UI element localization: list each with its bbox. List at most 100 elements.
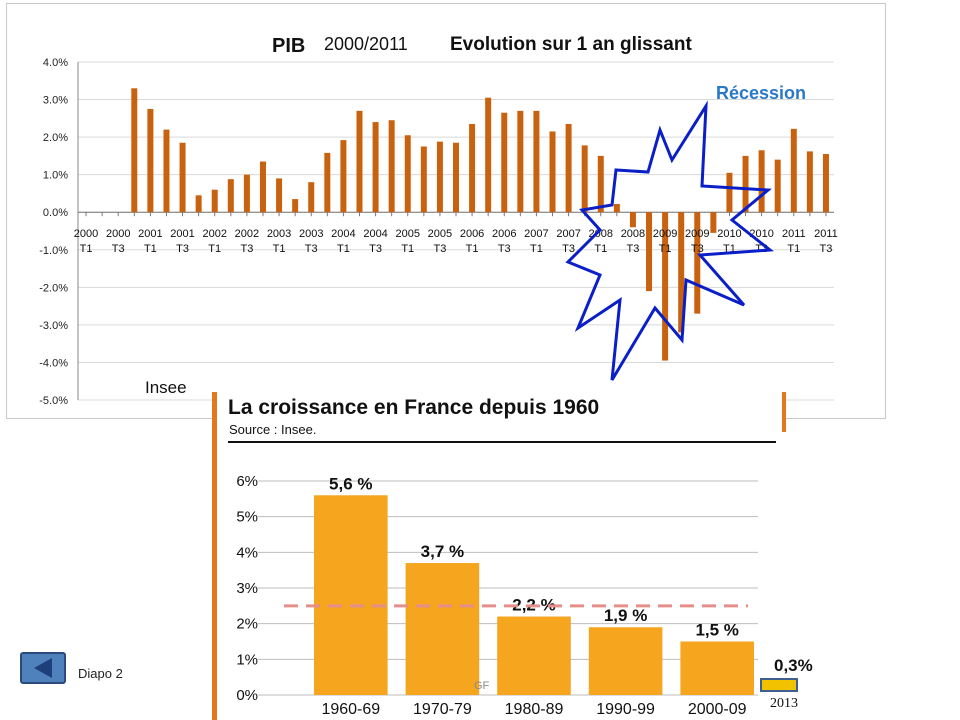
bottom-title: La croissance en France depuis 1960 [228,396,599,419]
watermark: GF [474,680,490,692]
bottom-y-tick: 3% [236,580,258,597]
top-tick-year: 2004 [363,228,387,240]
top-bar [678,212,685,333]
top-tick-quarter: T1 [144,243,157,255]
top-tick-quarter: T3 [305,243,318,255]
top-bar [243,174,250,213]
top-bar [469,123,476,213]
top-tick-quarter: T3 [433,243,446,255]
top-y-tick: 0.0% [43,207,68,219]
right-edge-bar [782,392,786,432]
top-bar [308,182,315,213]
top-tick-year: 2011 [782,228,806,240]
top-tick-year: 2007 [556,228,580,240]
gdp-quarterly-chart: 2000 T1 2000 T3 2001 T1 2001 T3 2002 T1 2002 T3 2003… [39,30,838,407]
bottom-bar [680,641,754,695]
title-period-box [318,30,432,56]
recession-star-icon [565,100,774,381]
top-tick-year: 2006 [460,228,484,240]
top-y-tick: -5.0% [39,395,68,407]
left-edge-bar [212,392,217,720]
top-y-tick: 1.0% [43,170,68,182]
top-bar [276,178,283,213]
top-tick-quarter: T1 [659,243,672,255]
top-tick-quarter: T1 [80,243,93,255]
top-bar [147,108,154,213]
bottom-category-label: 1980-89 [505,701,564,718]
top-bar [179,142,186,213]
top-tick-year: 2003 [267,228,291,240]
bottom-category-label: 1960-69 [321,701,380,718]
top-tick-quarter: T3 [562,243,575,255]
top-bar [420,146,427,213]
top-tick-year: 2000 [106,228,130,240]
bottom-data-label: 1,9 % [604,606,647,625]
top-tick-quarter: T1 [466,243,479,255]
top-y-tick: 4.0% [43,57,68,69]
bottom-y-tick: 6% [236,473,258,490]
top-tick-year: 2002 [202,228,226,240]
top-tick-quarter: T1 [401,243,414,255]
top-bar [533,110,540,213]
final-value: 0,3% [774,656,813,675]
top-bar [211,189,218,213]
bottom-y-tick: 4% [236,544,258,561]
top-bar [259,161,266,213]
top-y-tick: 2.0% [43,132,68,144]
top-bar [549,131,556,213]
top-bar [131,88,138,213]
back-arrow-button[interactable] [20,652,66,684]
top-tick-year: 2007 [524,228,548,240]
top-tick-year: 2005 [396,228,420,240]
final-year: 2013 [770,696,798,711]
top-tick-quarter: T1 [530,243,543,255]
top-tick-year: 2001 [138,228,162,240]
top-y-tick: -1.0% [39,245,68,257]
top-bar [404,135,411,213]
top-tick-year: 2011 [814,228,838,240]
bottom-data-label: 1,5 % [695,621,738,640]
top-bar [726,172,733,213]
top-tick-year: 2004 [331,228,355,240]
top-bar [646,212,653,292]
top-tick-quarter: T3 [498,243,511,255]
top-y-tick-labels: 4.0% 3.0% 2.0% 1.0% 0.0% -1.0% -2.0% -3.0% -4.0%… [39,57,68,407]
top-bar [565,123,572,213]
top-tick-quarter: T1 [273,243,286,255]
top-bar [227,179,234,213]
bottom-bar [588,627,663,695]
bottom-category-label: 1970-79 [413,701,472,718]
top-tick-year: 2000 [74,228,98,240]
top-bars [131,88,829,361]
top-tick-year: 2001 [170,228,194,240]
top-tick-year: 2005 [428,228,452,240]
top-tick-quarter: T1 [787,243,800,255]
top-tick-quarter: T1 [337,243,350,255]
top-tick-year: 2003 [299,228,323,240]
top-tick-quarter: T1 [594,243,607,255]
top-tick-year: 2002 [235,228,259,240]
bottom-y-tick: 5% [236,509,258,526]
bottom-data-label: 5,6 % [329,474,372,493]
top-bar [453,142,459,213]
top-bar [790,128,797,213]
top-bar [324,152,331,213]
top-bar [485,97,492,213]
top-bar [388,120,395,213]
top-tick-quarter: T3 [176,243,189,255]
top-bar [613,203,620,213]
top-tick-quarter: T3 [627,243,640,255]
bottom-bar [497,616,571,695]
top-tick-quarter: T3 [112,243,125,255]
bottom-y-tick: 2% [236,616,258,633]
bottom-category-label: 2000-09 [688,701,747,718]
top-bar [517,110,524,213]
top-bar [501,112,508,213]
recession-annotation: Récession [716,83,806,103]
top-source: Insee [145,378,187,397]
top-title-period: 2000/2011 [324,34,408,54]
top-bar [195,195,202,213]
top-bar [372,122,379,213]
top-tick-year: 2010 [717,228,741,240]
